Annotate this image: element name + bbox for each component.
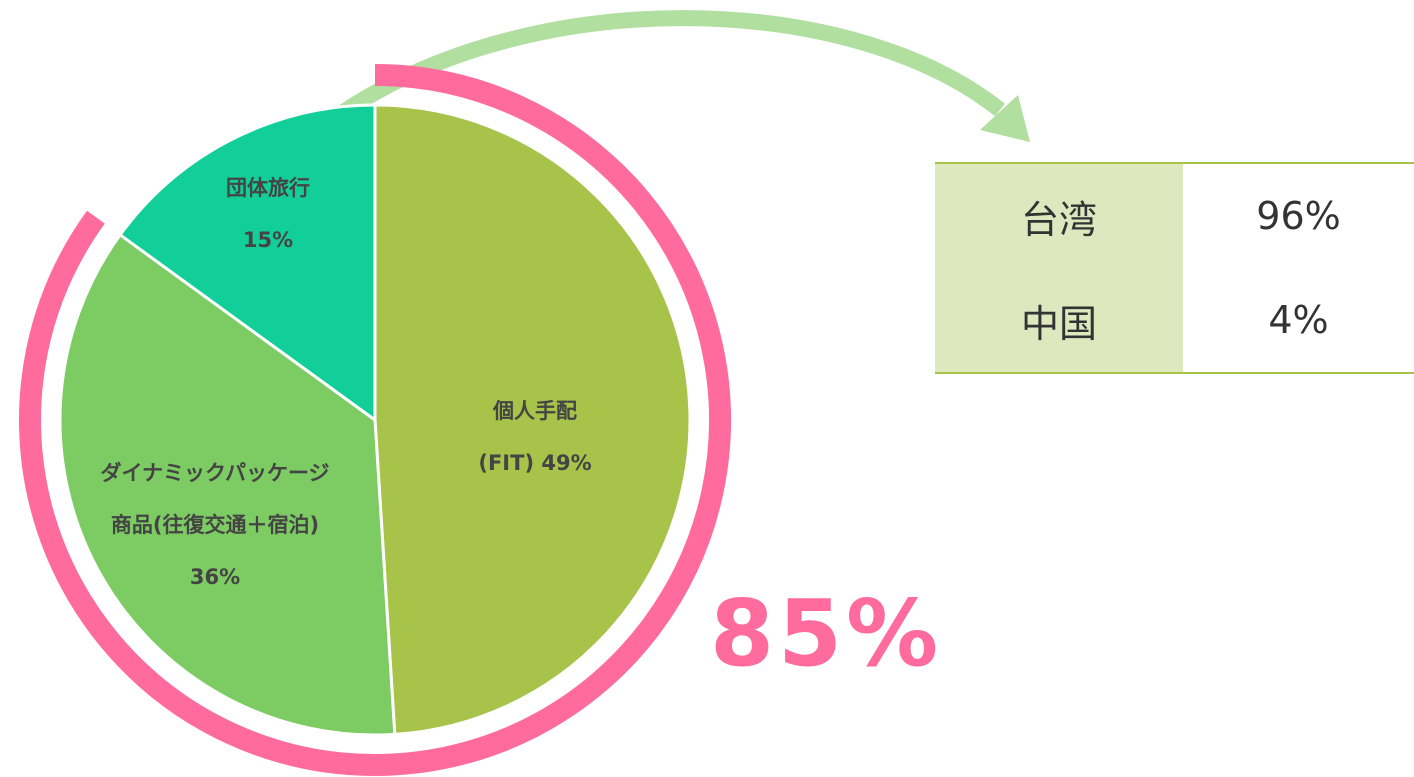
value-label: 15% [242,228,294,252]
table: 台湾 96% 中国 4% [935,162,1414,374]
cell: 中国 [935,268,1183,373]
table-row: 台湾 96% [935,163,1414,268]
highlight-arc [19,64,731,776]
cell: 96% [1256,194,1341,238]
category-label: 団体旅行 [226,176,310,200]
pie-slice [373,103,692,736]
category-label: ダイナミックパッケージ 商品(往復交通＋宿泊) [100,461,330,537]
pie-slice [58,232,397,737]
cell: 4% [1268,298,1329,342]
pie-slice [118,103,377,423]
table-row: 中国 4% [935,268,1414,373]
slice-label: ダイナミックパッケージ 商品(往復交通＋宿泊) 36% [100,447,329,603]
value-label: 49% [541,451,592,475]
highlight-label: 85% [710,580,943,687]
value-label: 36% [189,565,241,589]
slice-label: 団体旅行 15% [226,162,310,266]
category-label: 個人手配 (FIT) [478,399,577,475]
arrow-head [980,95,1030,142]
cell: 台湾 [935,163,1183,268]
slice-label: 個人手配 (FIT) 49% [478,385,591,489]
